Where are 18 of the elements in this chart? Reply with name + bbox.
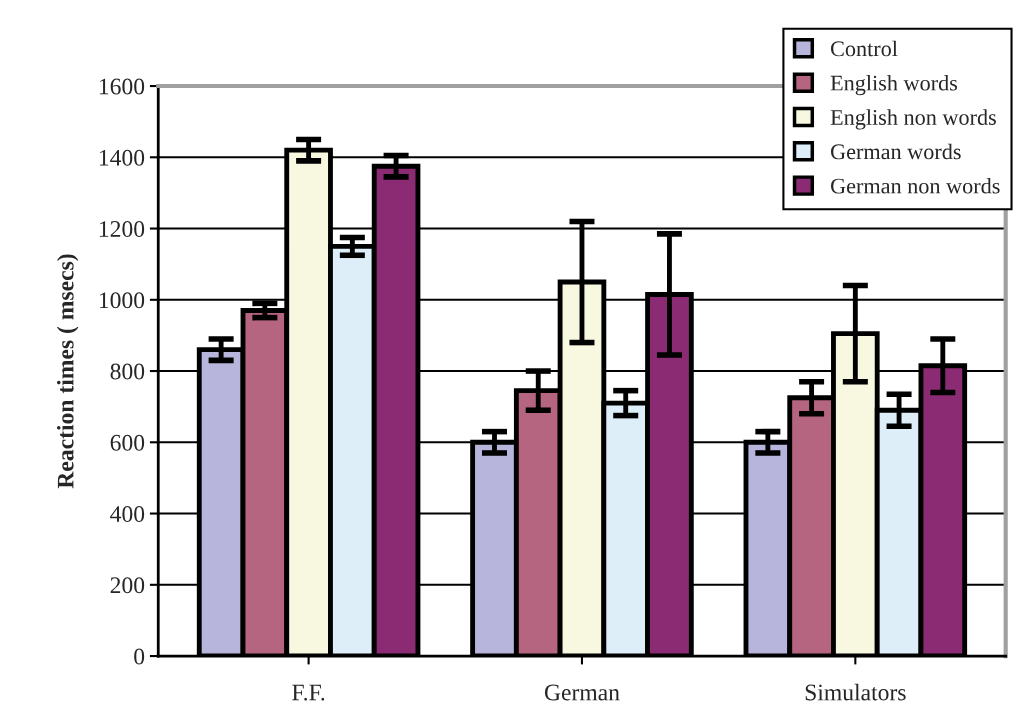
y-tick-label: 1200 <box>99 221 145 237</box>
x-tick-label: Simulators <box>805 683 906 701</box>
x-tick-label: F.F. <box>292 684 325 701</box>
y-axis-title: Reaction times ( msecs) <box>56 254 79 489</box>
y-tick-label: 200 <box>110 577 145 594</box>
y-tick-label: 600 <box>110 434 145 451</box>
y-tick-label: 1000 <box>99 292 145 309</box>
legend-label: German words <box>830 143 961 160</box>
x-tick-label: German <box>544 684 620 701</box>
y-tick-label: 400 <box>110 506 145 522</box>
legend-label: English non words <box>830 109 996 130</box>
y-tick-label: 0 <box>134 648 145 665</box>
y-tick-label: 800 <box>110 363 145 380</box>
legend-label: Control <box>830 40 898 57</box>
legend-label: German non words <box>830 177 1000 194</box>
y-tick-label: 1600 <box>99 78 145 95</box>
y-tick-label: 1400 <box>99 149 145 166</box>
legend-label: English words <box>830 74 958 96</box>
